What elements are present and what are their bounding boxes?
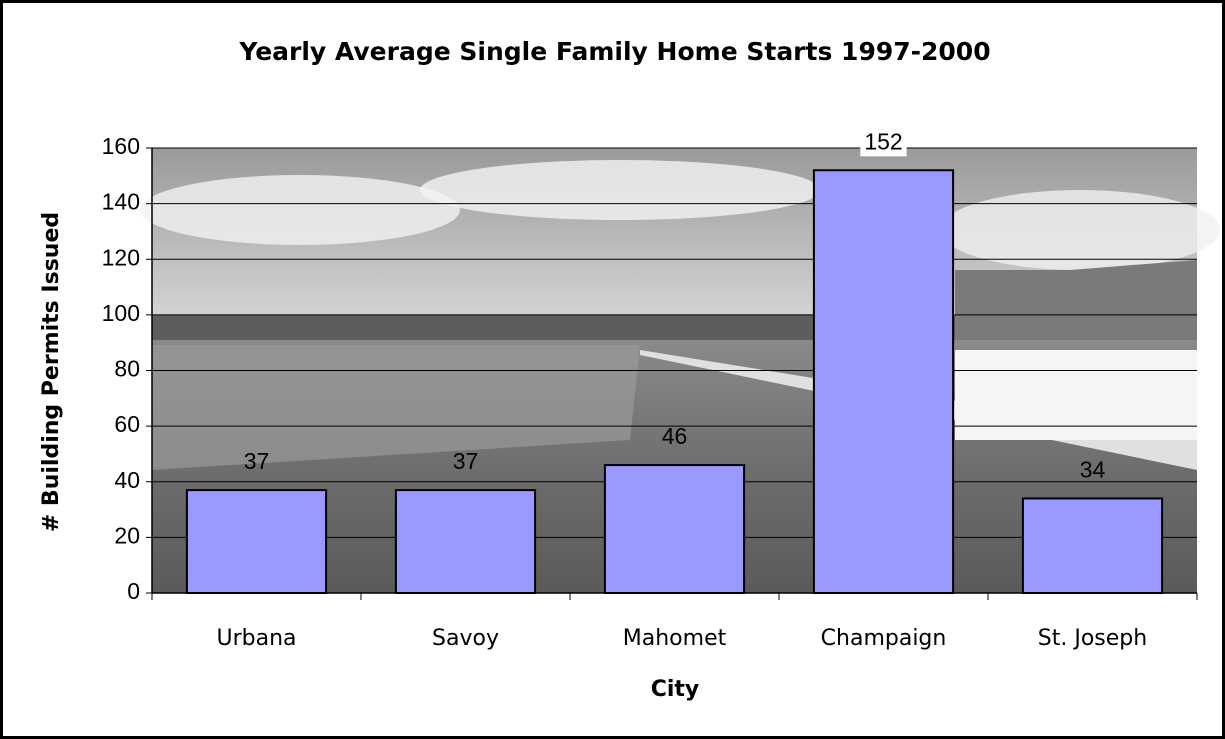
- y-tick-label: 60: [114, 411, 140, 437]
- x-tick-label-background: [816, 624, 951, 653]
- data-label-background: [860, 126, 907, 157]
- y-axis-label: # Building Permits Issued: [39, 212, 64, 532]
- x-tick-label: St. Joseph: [1038, 626, 1147, 651]
- bar: [185, 489, 328, 594]
- title-background: [234, 35, 995, 68]
- y-tick-label: 100: [102, 300, 140, 326]
- data-label: 37: [244, 448, 270, 474]
- x-tick-label-background: [212, 624, 301, 653]
- bar: [394, 489, 537, 594]
- data-label: 37: [453, 448, 479, 474]
- bar: [1021, 497, 1164, 594]
- y-tick-label: 120: [102, 244, 140, 270]
- chart-title: Yearly Average Single Family Home Starts…: [238, 37, 990, 66]
- x-tick-label: Mahomet: [623, 626, 727, 651]
- x-tick-label: Champaign: [821, 626, 947, 651]
- bar: [812, 169, 955, 594]
- x-tick-label-background: [618, 624, 731, 653]
- x-axis-label: City: [651, 677, 700, 702]
- data-label: 152: [864, 128, 902, 154]
- x-tick-label-background: [1033, 624, 1152, 653]
- x-tick-label: Urbana: [216, 626, 296, 651]
- x-tick-label-background: [428, 624, 503, 653]
- data-label: 34: [1080, 457, 1106, 483]
- y-tick-label: 40: [114, 467, 140, 493]
- y-tick-label: 160: [102, 133, 140, 159]
- x-tick-label: Savoy: [432, 626, 499, 651]
- y-tick-label: 20: [114, 522, 140, 548]
- y-tick-label: 80: [114, 356, 140, 382]
- data-label: 46: [662, 423, 688, 449]
- y-tick-label: 0: [127, 578, 140, 604]
- bar: [603, 464, 746, 594]
- y-tick-label: 140: [102, 189, 140, 215]
